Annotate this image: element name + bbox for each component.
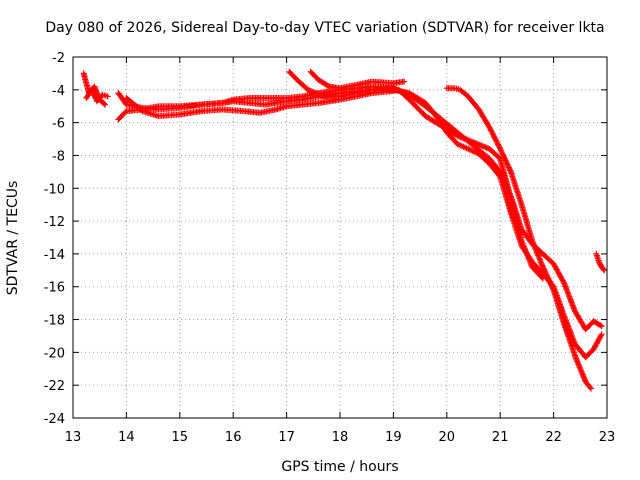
series-track-d: [115, 83, 605, 333]
data-point: [601, 267, 608, 274]
data-point: [538, 274, 545, 281]
y-tick-label: -6: [52, 117, 65, 132]
y-tick-label: -8: [52, 149, 65, 164]
data-point: [539, 275, 546, 282]
y-tick-label: -22: [44, 379, 65, 394]
x-tick-label: 18: [332, 430, 349, 445]
data-point: [598, 323, 605, 330]
series-track-b: [83, 86, 111, 105]
x-tick-label: 13: [65, 430, 82, 445]
x-tick-label: 16: [225, 430, 242, 445]
data-point: [101, 100, 107, 107]
data-point: [104, 93, 111, 100]
x-tick-label: 23: [599, 430, 616, 445]
x-tick-label: 19: [385, 430, 402, 445]
plot-series: [80, 68, 608, 392]
series-track-h: [443, 85, 594, 392]
y-tick-label: -18: [44, 314, 65, 329]
x-tick-label: 20: [439, 430, 456, 445]
series-track-i: [593, 250, 608, 274]
x-tick-label: 21: [492, 430, 509, 445]
data-point: [586, 384, 593, 391]
data-point: [600, 266, 607, 273]
data-point: [325, 82, 331, 89]
x-tick-label: 14: [118, 430, 135, 445]
plot-frame: [72, 56, 608, 419]
data-point: [588, 385, 594, 392]
series-track-a: [80, 70, 108, 108]
data-point: [401, 78, 408, 85]
y-tick-label: -14: [44, 248, 65, 263]
series-track-e: [123, 86, 546, 282]
series-track-c: [115, 86, 605, 361]
series-line: [126, 89, 544, 279]
data-point: [598, 331, 605, 338]
y-tick-label: -20: [44, 346, 65, 361]
x-tick-label: 22: [545, 430, 562, 445]
series-track-g: [307, 68, 408, 92]
chart-title: Day 080 of 2026, Sidereal Day-to-day VTE…: [45, 20, 604, 36]
axis-ticks: 13 14 15 16 17 18 19 20 21 22 23 -24 -22 -20 -18 -16 -14…: [44, 51, 616, 445]
y-tick-label: -12: [44, 215, 65, 230]
y-tick-label: -4: [52, 84, 65, 99]
x-tick-label: 15: [172, 430, 189, 445]
y-tick-label: -24: [44, 412, 65, 427]
y-axis-label: SDTVAR / TECUs: [5, 181, 21, 296]
x-tick-label: 17: [278, 430, 295, 445]
y-tick-label: -16: [44, 281, 65, 296]
x-axis-label: GPS time / hours: [281, 459, 398, 475]
y-tick-label: -10: [44, 182, 65, 197]
data-point: [102, 101, 108, 108]
y-tick-label: -2: [52, 51, 65, 66]
data-point: [122, 109, 129, 116]
series-line: [117, 89, 603, 359]
